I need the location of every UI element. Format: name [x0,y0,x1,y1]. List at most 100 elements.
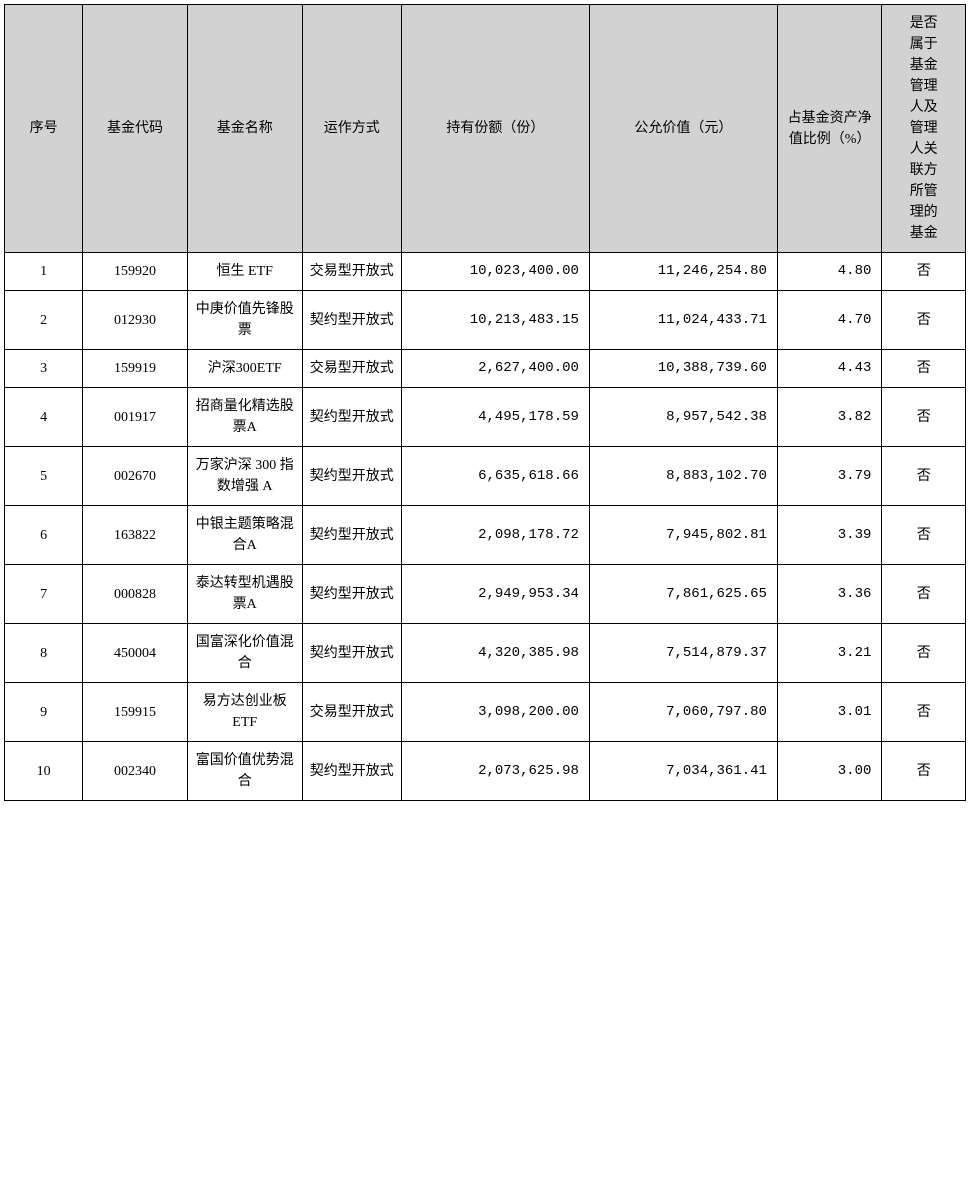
cell-ratio: 3.01 [777,683,881,742]
cell-seq: 10 [5,742,83,801]
cell-shares: 2,627,400.00 [401,350,589,388]
col-header-ratio: 占基金资产净值比例（%） [777,5,881,253]
cell-seq: 9 [5,683,83,742]
cell-name: 沪深300ETF [187,350,302,388]
cell-seq: 7 [5,565,83,624]
cell-seq: 8 [5,624,83,683]
cell-value: 7,861,625.65 [589,565,777,624]
table-row: 3159919沪深300ETF交易型开放式2,627,400.0010,388,… [5,350,966,388]
cell-code: 159915 [83,683,187,742]
table-row: 10002340富国价值优势混合契约型开放式2,073,625.987,034,… [5,742,966,801]
cell-shares: 10,023,400.00 [401,253,589,291]
cell-shares: 10,213,483.15 [401,291,589,350]
col-header-value: 公允价值（元） [589,5,777,253]
cell-value: 7,034,361.41 [589,742,777,801]
cell-value: 11,246,254.80 [589,253,777,291]
cell-value: 11,024,433.71 [589,291,777,350]
col-header-seq: 序号 [5,5,83,253]
cell-related: 否 [882,388,966,447]
cell-related: 否 [882,291,966,350]
cell-shares: 3,098,200.00 [401,683,589,742]
table-row: 8450004国富深化价值混合契约型开放式4,320,385.987,514,8… [5,624,966,683]
cell-value: 10,388,739.60 [589,350,777,388]
cell-seq: 4 [5,388,83,447]
cell-code: 000828 [83,565,187,624]
cell-seq: 2 [5,291,83,350]
cell-ratio: 3.79 [777,447,881,506]
cell-value: 7,514,879.37 [589,624,777,683]
cell-ratio: 3.21 [777,624,881,683]
col-header-shares: 持有份额（份） [401,5,589,253]
cell-shares: 4,320,385.98 [401,624,589,683]
cell-code: 012930 [83,291,187,350]
cell-seq: 1 [5,253,83,291]
cell-name: 招商量化精选股票A [187,388,302,447]
cell-ratio: 3.82 [777,388,881,447]
cell-value: 8,883,102.70 [589,447,777,506]
cell-related: 否 [882,447,966,506]
cell-ratio: 4.70 [777,291,881,350]
cell-mode: 契约型开放式 [302,742,401,801]
col-header-name: 基金名称 [187,5,302,253]
cell-mode: 契约型开放式 [302,447,401,506]
table-row: 2012930中庚价值先锋股票契约型开放式10,213,483.1511,024… [5,291,966,350]
cell-name: 泰达转型机遇股票A [187,565,302,624]
cell-related: 否 [882,683,966,742]
cell-ratio: 3.39 [777,506,881,565]
cell-mode: 契约型开放式 [302,624,401,683]
cell-related: 否 [882,624,966,683]
cell-value: 7,060,797.80 [589,683,777,742]
cell-code: 001917 [83,388,187,447]
cell-ratio: 3.36 [777,565,881,624]
cell-code: 159920 [83,253,187,291]
cell-ratio: 3.00 [777,742,881,801]
cell-shares: 2,949,953.34 [401,565,589,624]
cell-shares: 2,073,625.98 [401,742,589,801]
cell-seq: 6 [5,506,83,565]
cell-name: 中银主题策略混合A [187,506,302,565]
cell-mode: 契约型开放式 [302,291,401,350]
table-row: 7000828泰达转型机遇股票A契约型开放式2,949,953.347,861,… [5,565,966,624]
cell-mode: 交易型开放式 [302,683,401,742]
cell-code: 159919 [83,350,187,388]
cell-mode: 交易型开放式 [302,253,401,291]
cell-mode: 契约型开放式 [302,388,401,447]
cell-related: 否 [882,253,966,291]
cell-mode: 交易型开放式 [302,350,401,388]
table-body: 1159920恒生 ETF交易型开放式10,023,400.0011,246,2… [5,253,966,801]
cell-seq: 3 [5,350,83,388]
cell-name: 恒生 ETF [187,253,302,291]
cell-code: 002670 [83,447,187,506]
cell-shares: 4,495,178.59 [401,388,589,447]
cell-ratio: 4.80 [777,253,881,291]
cell-ratio: 4.43 [777,350,881,388]
cell-shares: 2,098,178.72 [401,506,589,565]
cell-name: 万家沪深 300 指数增强 A [187,447,302,506]
col-header-code: 基金代码 [83,5,187,253]
cell-related: 否 [882,506,966,565]
cell-shares: 6,635,618.66 [401,447,589,506]
table-row: 5002670万家沪深 300 指数增强 A契约型开放式6,635,618.66… [5,447,966,506]
cell-value: 8,957,542.38 [589,388,777,447]
table-header: 序号 基金代码 基金名称 运作方式 持有份额（份） 公允价值（元） 占基金资产净… [5,5,966,253]
table-row: 9159915易方达创业板 ETF交易型开放式3,098,200.007,060… [5,683,966,742]
table-row: 6163822中银主题策略混合A契约型开放式2,098,178.727,945,… [5,506,966,565]
fund-holdings-table: 序号 基金代码 基金名称 运作方式 持有份额（份） 公允价值（元） 占基金资产净… [4,4,966,801]
cell-code: 163822 [83,506,187,565]
cell-value: 7,945,802.81 [589,506,777,565]
cell-mode: 契约型开放式 [302,506,401,565]
cell-code: 450004 [83,624,187,683]
cell-related: 否 [882,742,966,801]
cell-related: 否 [882,350,966,388]
col-header-mode: 运作方式 [302,5,401,253]
table-row: 4001917招商量化精选股票A契约型开放式4,495,178.598,957,… [5,388,966,447]
cell-name: 中庚价值先锋股票 [187,291,302,350]
cell-code: 002340 [83,742,187,801]
col-header-related: 是否属于基金管理人及管理人关联方所管理的基金 [882,5,966,253]
cell-seq: 5 [5,447,83,506]
cell-mode: 契约型开放式 [302,565,401,624]
cell-name: 国富深化价值混合 [187,624,302,683]
cell-name: 富国价值优势混合 [187,742,302,801]
cell-name: 易方达创业板 ETF [187,683,302,742]
cell-related: 否 [882,565,966,624]
